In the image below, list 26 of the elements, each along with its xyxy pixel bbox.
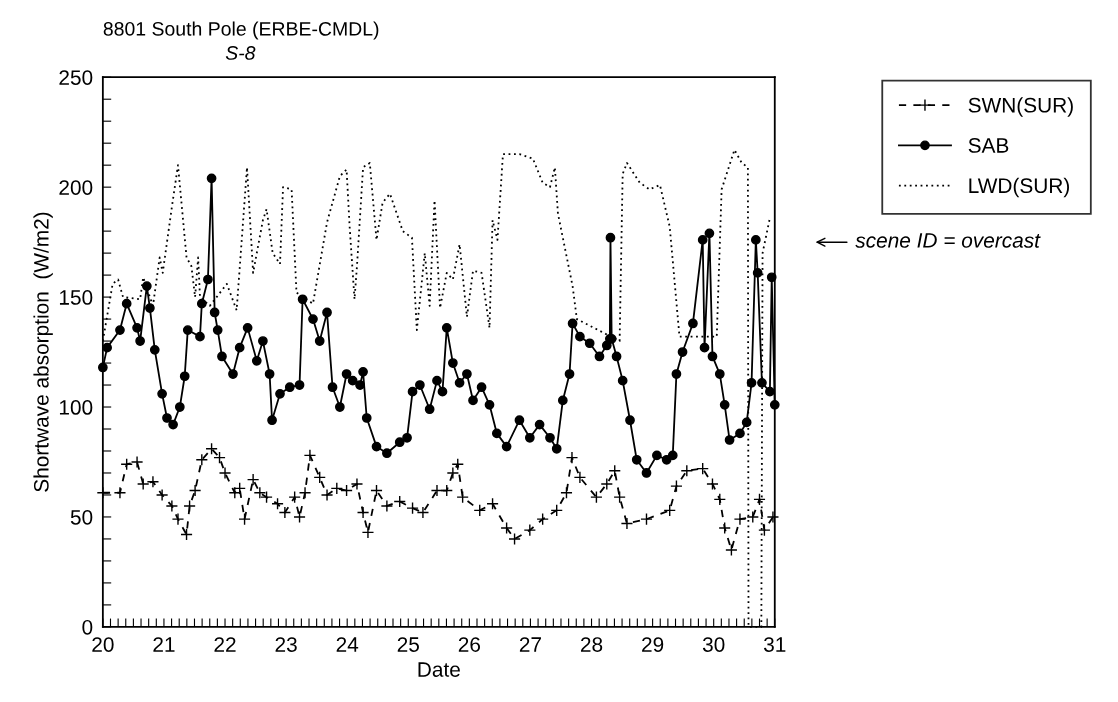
legend-label: SAB (968, 138, 1009, 153)
x-tick-label: 21 (153, 637, 175, 652)
y-tick-label: 250 (59, 70, 93, 85)
y-axis-title: Shortwave absorption (W/m2) (33, 212, 53, 492)
chart-subtitle: S-8 (225, 46, 256, 60)
x-tick-label: 29 (642, 637, 664, 652)
y-tick-label: 50 (70, 509, 93, 525)
text: scene ID = overcast (855, 233, 1041, 248)
x-tick-label: 31 (763, 637, 786, 652)
y-tick-label: 200 (59, 180, 93, 195)
y-tick-label: 100 (59, 400, 93, 415)
x-tick-label: 25 (397, 637, 419, 652)
x-tick-label: 26 (458, 637, 481, 652)
legend-label: LWD(SUR) (969, 177, 1070, 198)
y-tick-label: 0 (82, 619, 93, 635)
x-tick-label: 20 (92, 637, 114, 652)
legend-label: SWN(SUR) (968, 97, 1073, 117)
chart-title: 8801 South Pole (ERBE-CMDL) (103, 21, 379, 40)
x-tick-label: 24 (336, 637, 359, 652)
x-tick-label: 27 (519, 637, 541, 652)
x-tick-label: 28 (580, 637, 603, 652)
x-tick-label: 22 (214, 637, 236, 652)
y-tick-label: 150 (59, 290, 93, 305)
x-tick-label: 30 (702, 637, 725, 652)
x-axis-title: Date (418, 662, 460, 677)
x-tick-label: 23 (275, 637, 297, 652)
